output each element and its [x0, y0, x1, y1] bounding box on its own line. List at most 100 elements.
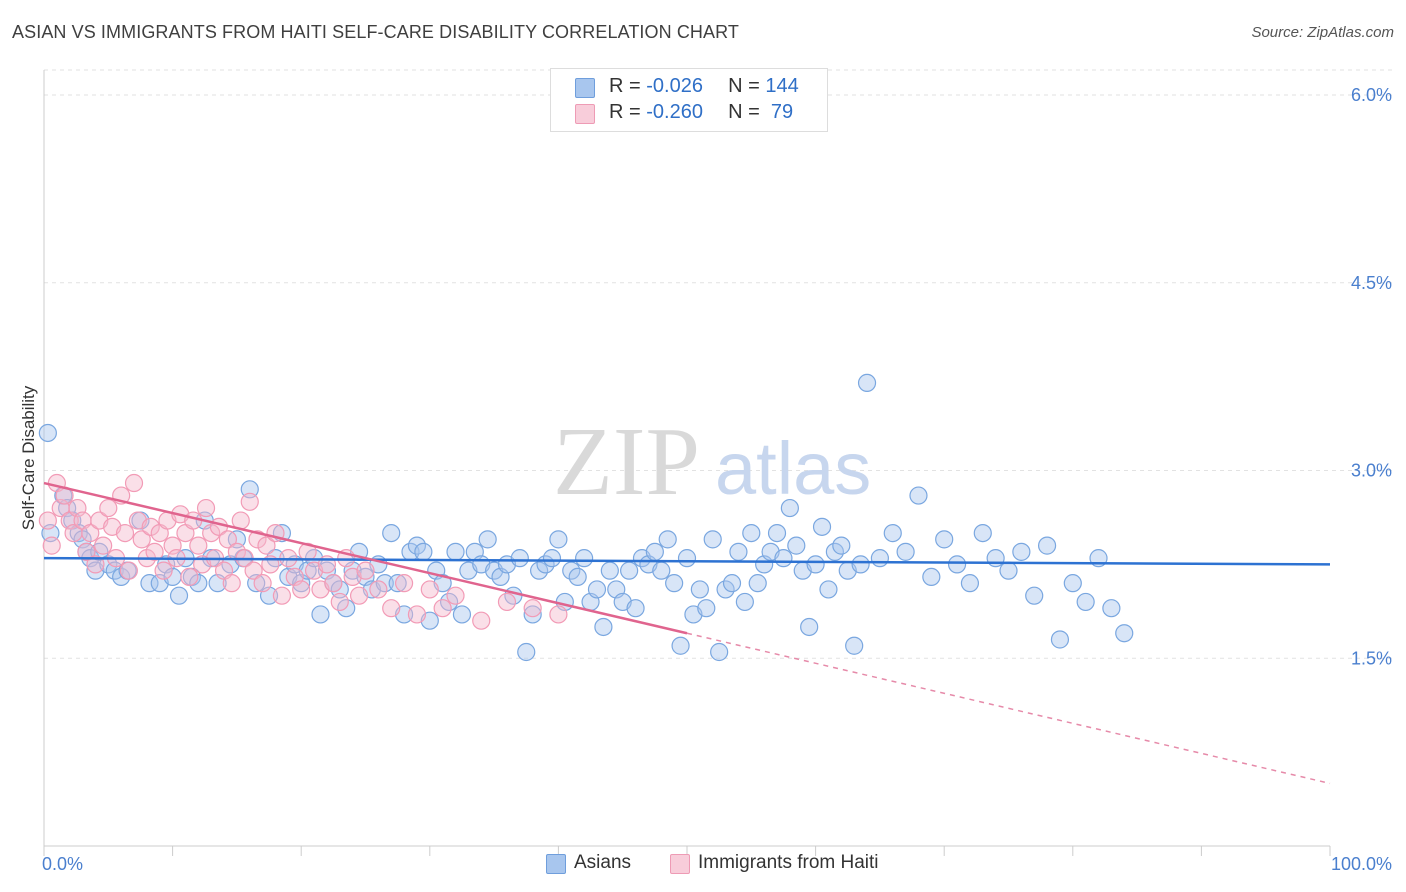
- legend-n-value: 79: [765, 101, 794, 123]
- y-axis-label: Self-Care Disability: [19, 385, 38, 530]
- asian-point: [140, 574, 159, 593]
- asian-point: [38, 423, 57, 443]
- haiti-point: [222, 574, 241, 593]
- watermark-zip: ZIP: [553, 408, 700, 516]
- legend-r-value: -0.260: [646, 101, 703, 123]
- asian-point: [909, 486, 928, 505]
- legend-r-label: R =: [609, 101, 641, 123]
- asian-point: [748, 574, 767, 593]
- haiti-point: [330, 592, 349, 612]
- asian-point: [414, 542, 433, 561]
- haiti-point: [132, 530, 151, 549]
- haiti-point: [446, 586, 465, 605]
- legend-n-label: N =: [728, 75, 760, 97]
- haiti-point: [257, 536, 276, 555]
- haiti-point: [196, 498, 216, 518]
- asian-point: [857, 373, 877, 393]
- legend-r-value: -0.026: [646, 75, 703, 97]
- y-tick-label: 3.0%: [1351, 461, 1392, 481]
- asian-point: [935, 530, 954, 549]
- haiti-point: [523, 599, 542, 618]
- asian-point: [690, 580, 709, 599]
- haiti-point: [382, 599, 401, 618]
- haiti-point: [433, 599, 452, 618]
- asian-point: [388, 574, 407, 593]
- asian-point: [703, 530, 722, 549]
- haiti-trend-extension: [686, 632, 1331, 785]
- haiti-point: [81, 523, 100, 543]
- haiti-point: [218, 530, 237, 549]
- stats-legend: R = -0.026 N = 144 R = -0.260 N = 79: [550, 68, 828, 132]
- y-tick-label: 1.5%: [1351, 648, 1392, 668]
- asian-point: [800, 617, 819, 637]
- y-tick-label: 6.0%: [1351, 85, 1392, 105]
- asian-point: [189, 574, 208, 593]
- haiti-point: [407, 605, 427, 624]
- chart-title: ASIAN VS IMMIGRANTS FROM HAITI SELF-CARE…: [12, 22, 740, 42]
- asian-point: [452, 605, 472, 624]
- haiti-point: [240, 492, 259, 511]
- asian-point: [626, 599, 645, 618]
- asian-point: [1102, 599, 1121, 618]
- asian-point: [1012, 542, 1031, 561]
- x-tick-label-min: 0.0%: [42, 854, 83, 874]
- haiti-point: [549, 605, 568, 624]
- asian-point: [549, 530, 568, 549]
- haiti-point: [42, 536, 61, 555]
- legend-swatch-haiti: [670, 854, 690, 874]
- asian-point: [240, 480, 259, 499]
- haiti-point: [472, 611, 491, 630]
- asian-point: [382, 523, 401, 543]
- haiti-point: [324, 574, 343, 593]
- asian-point: [645, 542, 664, 561]
- asian-point: [947, 555, 967, 574]
- haiti-points: [38, 473, 568, 630]
- asian-point: [973, 523, 992, 543]
- asian-point: [575, 549, 594, 568]
- asian-point: [1076, 592, 1095, 612]
- asian-point: [587, 580, 607, 599]
- asian-point: [896, 542, 915, 561]
- asian-point: [658, 530, 677, 549]
- series-legend: Asians Immigrants from Haiti: [0, 852, 1406, 878]
- asian-point: [735, 592, 754, 612]
- asian-point: [620, 561, 639, 580]
- asian-point: [774, 549, 793, 568]
- haiti-point: [119, 561, 138, 580]
- asian-point: [986, 549, 1005, 568]
- tick-labels: 1.5% 3.0% 4.5% 6.0% 0.0% 100.0%: [42, 85, 1392, 874]
- asian-point: [787, 536, 806, 555]
- haiti-point: [38, 511, 57, 530]
- asian-point: [665, 574, 684, 593]
- asian-point: [767, 523, 787, 543]
- asian-point: [1063, 574, 1082, 593]
- source-label: Source: ZipAtlas.com: [1251, 24, 1394, 41]
- haiti-point: [369, 580, 388, 599]
- haiti-point: [497, 592, 517, 612]
- haiti-point: [244, 561, 263, 580]
- haiti-point: [253, 574, 272, 593]
- haiti-point: [94, 536, 113, 555]
- haiti-point: [292, 580, 311, 599]
- haiti-point: [394, 574, 414, 593]
- asian-point: [523, 605, 542, 624]
- legend-label-haiti: Immigrants from Haiti: [698, 852, 879, 873]
- haiti-point: [77, 542, 96, 561]
- asian-point: [510, 549, 529, 568]
- asian-point: [832, 536, 851, 555]
- asian-point: [1037, 536, 1057, 555]
- asian-point: [812, 517, 832, 536]
- haiti-point: [184, 511, 203, 530]
- legend-r-label: R =: [609, 75, 641, 97]
- haiti-point: [115, 523, 135, 543]
- asian-point: [742, 523, 761, 543]
- asian-point: [722, 574, 742, 593]
- haiti-point: [420, 580, 439, 599]
- asian-point: [922, 567, 941, 587]
- haiti-point: [124, 473, 144, 493]
- trend-lines: [43, 481, 1331, 785]
- asian-point: [600, 561, 619, 580]
- asian-point: [677, 549, 697, 568]
- haiti-point: [189, 536, 208, 555]
